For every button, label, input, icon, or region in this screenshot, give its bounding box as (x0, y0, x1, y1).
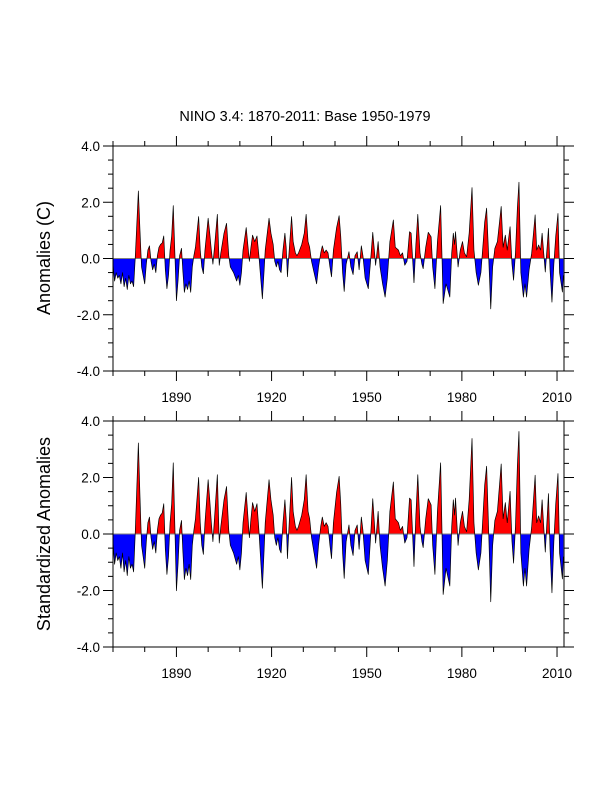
x-tick-label: 1980 (447, 666, 477, 681)
y-tick-label: -2.0 (77, 308, 100, 323)
x-tick-label: 1950 (352, 390, 382, 405)
x-tick-label: 1920 (257, 666, 287, 681)
x-tick-label: 1920 (257, 390, 287, 405)
y-axis-label-standardized: Standardized Anomalies (34, 437, 54, 631)
x-tick-label: 1950 (352, 666, 382, 681)
panel-anomalies: Anomalies (C) 1890 1920 1950 1980 2010 4.0 2.0… (34, 136, 574, 405)
series-line-anomalies (112, 181, 564, 310)
y-tick-label: -4.0 (77, 640, 100, 655)
x-tick-label: 2010 (542, 390, 572, 405)
y-tick-label: 0.0 (81, 252, 100, 267)
x-tick-label: 1890 (161, 390, 191, 405)
x-tick-label: 1890 (161, 666, 191, 681)
y-tick-label: 4.0 (81, 139, 100, 154)
panel-standardized: Standardized Anomalies 1890 1920 1950 1980 2… (34, 411, 574, 681)
chart-title: NINO 3.4: 1870-2011: Base 1950-1979 (179, 109, 430, 125)
y-tick-label: -2.0 (77, 584, 100, 599)
y-tick-label: 0.0 (81, 527, 100, 542)
y-tick-label: 2.0 (81, 471, 100, 486)
y-tick-label: 2.0 (81, 195, 100, 210)
y-tick-label: -4.0 (77, 364, 100, 379)
y-tick-label: 4.0 (81, 414, 100, 429)
y-axis-label-anomalies: Anomalies (C) (34, 201, 54, 315)
x-tick-label: 2010 (542, 666, 572, 681)
x-tick-label: 1980 (447, 390, 477, 405)
series-line-standardized (112, 431, 564, 603)
